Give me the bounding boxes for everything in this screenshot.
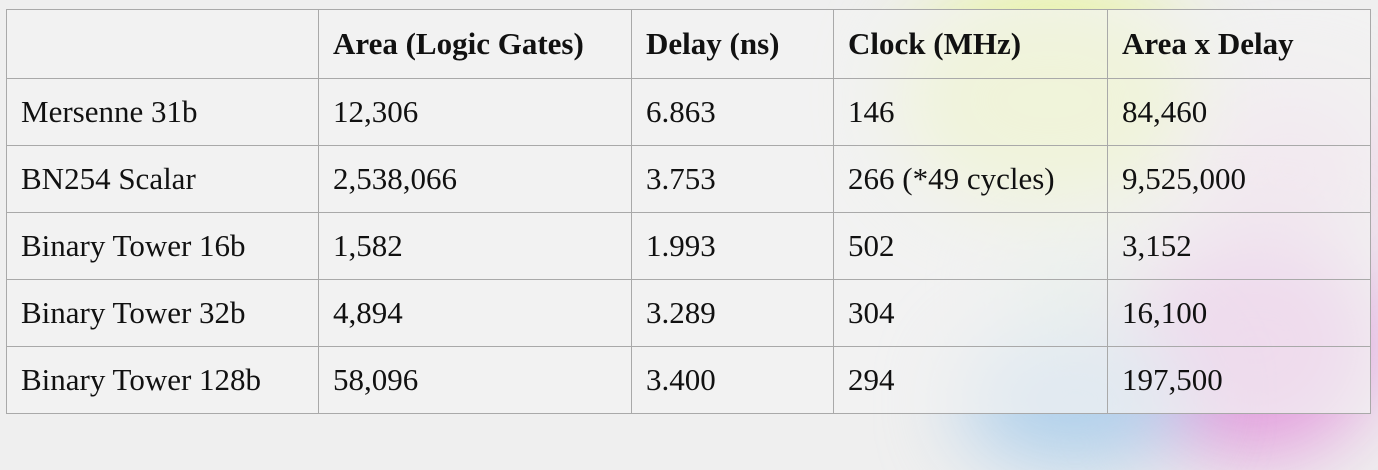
area-x-delay-cell: 84,460 [1107,78,1371,146]
table-row: Binary Tower 32b 4,894 3.289 304 16,100 [6,279,1371,347]
row-label-cell: BN254 Scalar [6,145,319,213]
delay-cell: 6.863 [631,78,834,146]
row-label-cell: Mersenne 31b [6,78,319,146]
clock-cell: 146 [833,78,1108,146]
table-row: Binary Tower 16b 1,582 1.993 502 3,152 [6,212,1371,280]
delay-cell: 1.993 [631,212,834,280]
area-cell: 58,096 [318,346,632,414]
results-table: Area (Logic Gates) Delay (ns) Clock (MHz… [6,9,1371,414]
area-cell: 2,538,066 [318,145,632,213]
row-label-cell: Binary Tower 32b [6,279,319,347]
clock-cell: 304 [833,279,1108,347]
table-row: Binary Tower 128b 58,096 3.400 294 197,5… [6,346,1371,414]
header-cell-delay: Delay (ns) [631,9,834,79]
area-cell: 4,894 [318,279,632,347]
area-x-delay-cell: 9,525,000 [1107,145,1371,213]
row-label-cell: Binary Tower 16b [6,212,319,280]
clock-cell: 294 [833,346,1108,414]
area-cell: 1,582 [318,212,632,280]
area-x-delay-cell: 3,152 [1107,212,1371,280]
delay-cell: 3.753 [631,145,834,213]
row-label-cell: Binary Tower 128b [6,346,319,414]
header-cell-area-x-delay: Area x Delay [1107,9,1371,79]
header-cell-empty [6,9,319,79]
area-x-delay-cell: 197,500 [1107,346,1371,414]
header-cell-area: Area (Logic Gates) [318,9,632,79]
area-cell: 12,306 [318,78,632,146]
delay-cell: 3.289 [631,279,834,347]
clock-cell: 266 (*49 cycles) [833,145,1108,213]
header-row: Area (Logic Gates) Delay (ns) Clock (MHz… [6,9,1371,79]
header-cell-clock: Clock (MHz) [833,9,1108,79]
table-row: Mersenne 31b 12,306 6.863 146 84,460 [6,78,1371,146]
area-x-delay-cell: 16,100 [1107,279,1371,347]
delay-cell: 3.400 [631,346,834,414]
table-row: BN254 Scalar 2,538,066 3.753 266 (*49 cy… [6,145,1371,213]
clock-cell: 502 [833,212,1108,280]
